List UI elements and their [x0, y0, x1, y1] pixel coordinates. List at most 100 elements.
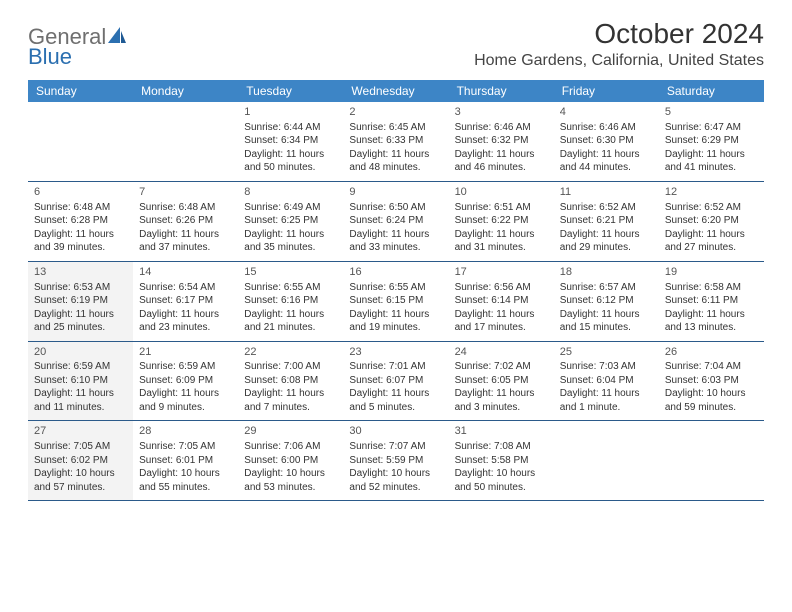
sunset-text: Sunset: 6:21 PM — [560, 214, 653, 228]
daylight-text: Daylight: 10 hours and 59 minutes. — [665, 387, 758, 414]
calendar: Sunday Monday Tuesday Wednesday Thursday… — [28, 80, 764, 501]
daylight-text: Daylight: 10 hours and 50 minutes. — [455, 467, 548, 494]
calendar-cell: 6Sunrise: 6:48 AMSunset: 6:28 PMDaylight… — [28, 182, 133, 261]
week-row: 27Sunrise: 7:05 AMSunset: 6:02 PMDayligh… — [28, 421, 764, 501]
calendar-cell: 14Sunrise: 6:54 AMSunset: 6:17 PMDayligh… — [133, 262, 238, 341]
daylight-text: Daylight: 11 hours and 46 minutes. — [455, 148, 548, 175]
daylight-text: Daylight: 11 hours and 9 minutes. — [139, 387, 232, 414]
daylight-text: Daylight: 11 hours and 7 minutes. — [244, 387, 337, 414]
calendar-cell: 2Sunrise: 6:45 AMSunset: 6:33 PMDaylight… — [343, 102, 448, 181]
day-number: 23 — [349, 345, 442, 360]
daylight-text: Daylight: 10 hours and 53 minutes. — [244, 467, 337, 494]
day-number: 25 — [560, 345, 653, 360]
header: General October 2024 Home Gardens, Calif… — [28, 18, 764, 70]
sunset-text: Sunset: 6:34 PM — [244, 134, 337, 148]
sunrise-text: Sunrise: 6:53 AM — [34, 281, 127, 295]
sunset-text: Sunset: 6:15 PM — [349, 294, 442, 308]
weeks-container: 1Sunrise: 6:44 AMSunset: 6:34 PMDaylight… — [28, 102, 764, 501]
day-number: 16 — [349, 265, 442, 280]
calendar-cell: 23Sunrise: 7:01 AMSunset: 6:07 PMDayligh… — [343, 342, 448, 421]
calendar-cell: 18Sunrise: 6:57 AMSunset: 6:12 PMDayligh… — [554, 262, 659, 341]
day-number: 21 — [139, 345, 232, 360]
day-number: 12 — [665, 185, 758, 200]
calendar-cell: 13Sunrise: 6:53 AMSunset: 6:19 PMDayligh… — [28, 262, 133, 341]
sunset-text: Sunset: 6:25 PM — [244, 214, 337, 228]
day-number: 6 — [34, 185, 127, 200]
day-number: 31 — [455, 424, 548, 439]
day-number: 22 — [244, 345, 337, 360]
day-number: 9 — [349, 185, 442, 200]
daylight-text: Daylight: 11 hours and 41 minutes. — [665, 148, 758, 175]
calendar-cell: 11Sunrise: 6:52 AMSunset: 6:21 PMDayligh… — [554, 182, 659, 261]
sunrise-text: Sunrise: 6:52 AM — [665, 201, 758, 215]
calendar-cell: 5Sunrise: 6:47 AMSunset: 6:29 PMDaylight… — [659, 102, 764, 181]
calendar-cell: 15Sunrise: 6:55 AMSunset: 6:16 PMDayligh… — [238, 262, 343, 341]
calendar-cell: 27Sunrise: 7:05 AMSunset: 6:02 PMDayligh… — [28, 421, 133, 500]
sunset-text: Sunset: 6:11 PM — [665, 294, 758, 308]
calendar-cell: 7Sunrise: 6:48 AMSunset: 6:26 PMDaylight… — [133, 182, 238, 261]
calendar-cell: 26Sunrise: 7:04 AMSunset: 6:03 PMDayligh… — [659, 342, 764, 421]
daylight-text: Daylight: 11 hours and 48 minutes. — [349, 148, 442, 175]
day-number: 2 — [349, 105, 442, 120]
calendar-cell: 16Sunrise: 6:55 AMSunset: 6:15 PMDayligh… — [343, 262, 448, 341]
daylight-text: Daylight: 11 hours and 50 minutes. — [244, 148, 337, 175]
sunrise-text: Sunrise: 6:48 AM — [34, 201, 127, 215]
sunrise-text: Sunrise: 7:05 AM — [34, 440, 127, 454]
sunset-text: Sunset: 6:22 PM — [455, 214, 548, 228]
sunrise-text: Sunrise: 6:46 AM — [560, 121, 653, 135]
logo-blue-row: Blue — [28, 44, 72, 70]
day-number: 27 — [34, 424, 127, 439]
title-block: October 2024 Home Gardens, California, U… — [474, 18, 764, 70]
sunset-text: Sunset: 6:08 PM — [244, 374, 337, 388]
sunrise-text: Sunrise: 7:08 AM — [455, 440, 548, 454]
sunrise-text: Sunrise: 6:46 AM — [455, 121, 548, 135]
sunset-text: Sunset: 6:04 PM — [560, 374, 653, 388]
daylight-text: Daylight: 11 hours and 27 minutes. — [665, 228, 758, 255]
sunrise-text: Sunrise: 6:44 AM — [244, 121, 337, 135]
daylight-text: Daylight: 11 hours and 11 minutes. — [34, 387, 127, 414]
calendar-cell: 24Sunrise: 7:02 AMSunset: 6:05 PMDayligh… — [449, 342, 554, 421]
calendar-cell: 29Sunrise: 7:06 AMSunset: 6:00 PMDayligh… — [238, 421, 343, 500]
calendar-cell: 10Sunrise: 6:51 AMSunset: 6:22 PMDayligh… — [449, 182, 554, 261]
sunrise-text: Sunrise: 6:45 AM — [349, 121, 442, 135]
sunrise-text: Sunrise: 6:55 AM — [244, 281, 337, 295]
sunset-text: Sunset: 6:12 PM — [560, 294, 653, 308]
calendar-cell: 20Sunrise: 6:59 AMSunset: 6:10 PMDayligh… — [28, 342, 133, 421]
sunset-text: Sunset: 6:32 PM — [455, 134, 548, 148]
sunset-text: Sunset: 6:26 PM — [139, 214, 232, 228]
daylight-text: Daylight: 11 hours and 31 minutes. — [455, 228, 548, 255]
day-number: 18 — [560, 265, 653, 280]
sunrise-text: Sunrise: 6:47 AM — [665, 121, 758, 135]
daylight-text: Daylight: 11 hours and 21 minutes. — [244, 308, 337, 335]
calendar-cell: 22Sunrise: 7:00 AMSunset: 6:08 PMDayligh… — [238, 342, 343, 421]
sunrise-text: Sunrise: 6:54 AM — [139, 281, 232, 295]
daylight-text: Daylight: 10 hours and 57 minutes. — [34, 467, 127, 494]
daylight-text: Daylight: 11 hours and 35 minutes. — [244, 228, 337, 255]
sunrise-text: Sunrise: 7:04 AM — [665, 360, 758, 374]
day-header-saturday: Saturday — [659, 80, 764, 102]
sunrise-text: Sunrise: 6:59 AM — [34, 360, 127, 374]
daylight-text: Daylight: 11 hours and 15 minutes. — [560, 308, 653, 335]
day-number: 4 — [560, 105, 653, 120]
daylight-text: Daylight: 11 hours and 25 minutes. — [34, 308, 127, 335]
sunrise-text: Sunrise: 7:03 AM — [560, 360, 653, 374]
calendar-cell: 25Sunrise: 7:03 AMSunset: 6:04 PMDayligh… — [554, 342, 659, 421]
day-number: 5 — [665, 105, 758, 120]
day-header-tuesday: Tuesday — [238, 80, 343, 102]
day-number: 11 — [560, 185, 653, 200]
day-headers-row: Sunday Monday Tuesday Wednesday Thursday… — [28, 80, 764, 102]
daylight-text: Daylight: 11 hours and 23 minutes. — [139, 308, 232, 335]
sunset-text: Sunset: 6:00 PM — [244, 454, 337, 468]
daylight-text: Daylight: 11 hours and 3 minutes. — [455, 387, 548, 414]
day-header-monday: Monday — [133, 80, 238, 102]
day-header-sunday: Sunday — [28, 80, 133, 102]
calendar-cell: 9Sunrise: 6:50 AMSunset: 6:24 PMDaylight… — [343, 182, 448, 261]
day-number: 3 — [455, 105, 548, 120]
sunrise-text: Sunrise: 6:52 AM — [560, 201, 653, 215]
sunrise-text: Sunrise: 6:51 AM — [455, 201, 548, 215]
sunset-text: Sunset: 6:33 PM — [349, 134, 442, 148]
calendar-cell: 4Sunrise: 6:46 AMSunset: 6:30 PMDaylight… — [554, 102, 659, 181]
day-header-wednesday: Wednesday — [343, 80, 448, 102]
daylight-text: Daylight: 11 hours and 13 minutes. — [665, 308, 758, 335]
daylight-text: Daylight: 11 hours and 29 minutes. — [560, 228, 653, 255]
